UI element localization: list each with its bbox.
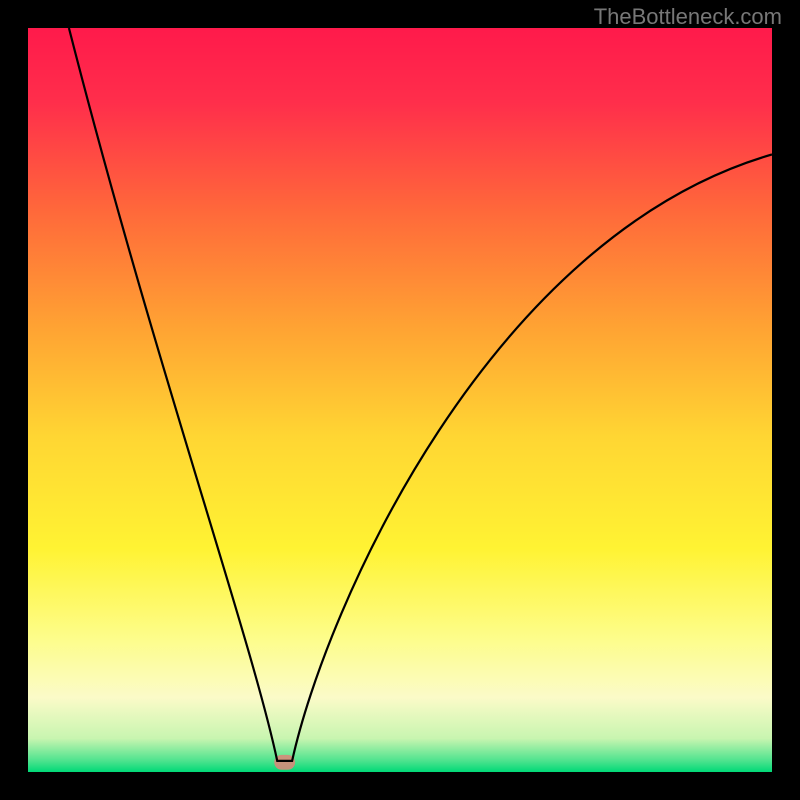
watermark-text: TheBottleneck.com <box>594 4 782 30</box>
gradient-background <box>28 28 772 772</box>
chart-container: { "meta": { "source_watermark": "TheBott… <box>0 0 800 800</box>
bottleneck-chart <box>0 0 800 800</box>
